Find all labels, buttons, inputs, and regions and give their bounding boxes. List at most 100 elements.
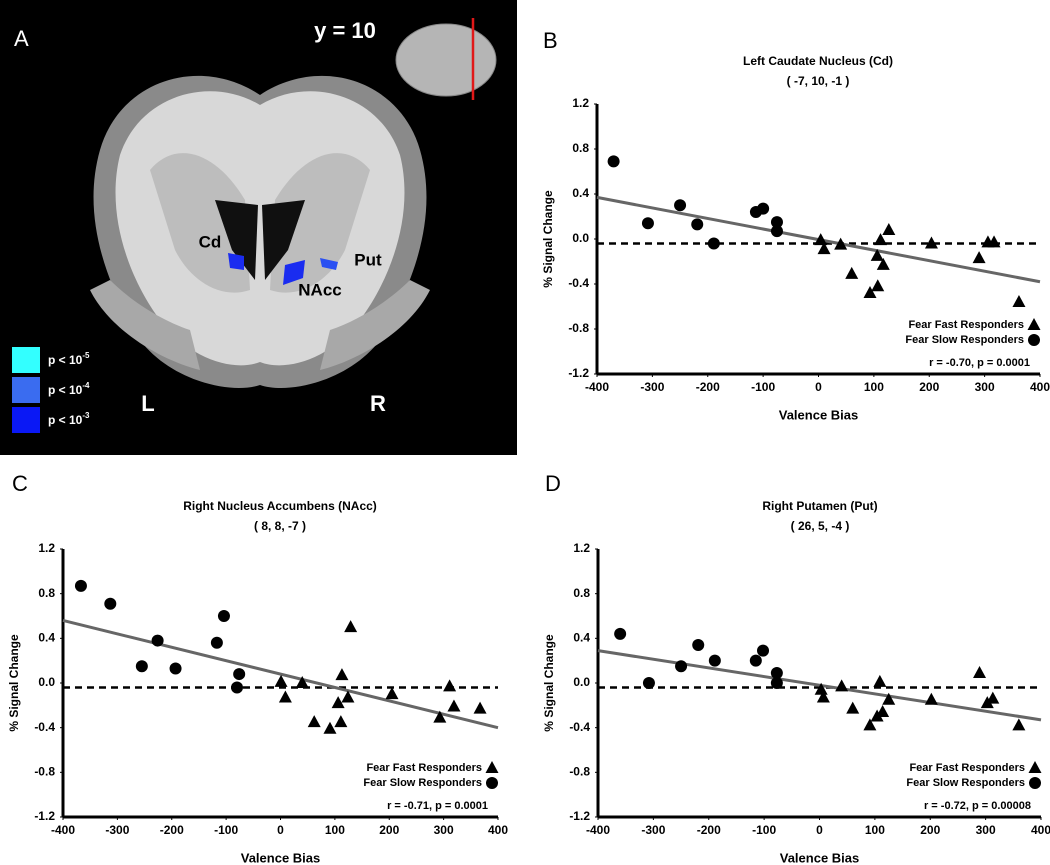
legend-marker <box>1029 777 1041 789</box>
triangle-point <box>874 233 888 246</box>
x-tick-label: 100 <box>864 380 884 394</box>
trend-line <box>62 619 499 730</box>
circle-point <box>607 155 620 168</box>
triangle-point <box>344 620 358 633</box>
threshold-base: p < 10 <box>48 383 83 397</box>
y-tick-label: 1.2 <box>573 541 590 555</box>
circle-point <box>674 199 687 212</box>
x-axis-label: Valence Bias <box>780 850 860 865</box>
x-tick-label: -400 <box>585 380 609 394</box>
x-axis-label: Valence Bias <box>241 850 321 865</box>
scatter-chart: B Left Caudate Nucleus (Cd) ( -7, 10, -1 )… <box>541 28 1050 423</box>
x-tick-label: 100 <box>325 823 345 837</box>
x-tick-label: 400 <box>1030 380 1050 394</box>
triangle-point <box>816 690 830 703</box>
x-tick-label: 300 <box>975 380 995 394</box>
y-axis-label: % Signal Change <box>542 634 556 732</box>
triangle-point <box>845 266 859 279</box>
triangle-point <box>323 721 337 734</box>
triangle-point <box>846 701 860 714</box>
threshold-exponent: -5 <box>82 351 90 360</box>
triangle-point <box>1012 295 1026 307</box>
triangle-point <box>433 710 447 723</box>
panel-label: D <box>545 471 561 496</box>
circle-point <box>757 202 770 215</box>
brain-slice <box>90 75 430 389</box>
threshold-exponent: -3 <box>82 411 90 420</box>
triangle-point <box>924 236 938 249</box>
triangle-point <box>278 690 292 703</box>
legend-marker <box>1028 761 1042 773</box>
x-tick-label: 200 <box>919 380 939 394</box>
y-tick-label: 0.8 <box>573 586 590 600</box>
circle-point <box>233 668 246 681</box>
legend-label: Fear Slow Responders <box>905 334 1024 346</box>
triangle-point <box>870 248 884 261</box>
x-tick-label: 100 <box>865 823 885 837</box>
legend-marker <box>1027 318 1041 330</box>
circle-point <box>169 662 182 675</box>
circle-point <box>770 216 783 229</box>
circle-point <box>770 225 783 238</box>
triangle-point <box>863 286 877 298</box>
x-tick-label: 400 <box>488 823 508 837</box>
legend-label: Fear Fast Responders <box>908 319 1024 331</box>
panel-a: A y = 10 Cd Put NAcc L R p < 10-5p < 10-… <box>0 0 517 455</box>
triangle-point <box>876 705 890 718</box>
region-label: Put <box>354 250 382 269</box>
triangle-point <box>986 691 1000 704</box>
y-tick-label: -0.8 <box>569 765 590 779</box>
y-tick-label: -0.4 <box>568 276 589 290</box>
triangle-point <box>341 690 355 703</box>
legend-label: Fear Fast Responders <box>366 762 482 774</box>
y-axis-label: % Signal Change <box>7 634 21 732</box>
legend-label: Fear Slow Responders <box>363 777 482 789</box>
x-tick-label: -300 <box>641 823 665 837</box>
y-tick-label: -0.8 <box>34 765 55 779</box>
annotation: r = -0.71, p = 0.0001 <box>387 800 488 812</box>
y-tick-label: -1.2 <box>569 809 590 823</box>
scatter-chart: C Right Nucleus Accumbens (NAcc) ( 8, 8, -… <box>7 471 508 865</box>
circle-point <box>641 217 654 230</box>
triangle-point <box>973 665 987 678</box>
circle-point <box>770 677 783 689</box>
x-tick-label: 300 <box>976 823 996 837</box>
annotation: r = -0.70, p = 0.0001 <box>929 357 1030 369</box>
circle-point <box>642 677 655 689</box>
y-tick-label: -0.4 <box>34 720 55 734</box>
x-tick-label: -100 <box>751 380 775 394</box>
threshold-exponent: -4 <box>82 381 90 390</box>
triangle-point <box>987 235 1001 248</box>
circle-point <box>770 666 783 679</box>
legend-marker <box>486 777 498 789</box>
circle-point <box>210 636 223 649</box>
trend-line <box>597 649 1042 722</box>
threshold-swatch <box>12 407 40 433</box>
triangle-point <box>835 679 849 692</box>
chart-title: Right Putamen (Put) <box>762 499 877 513</box>
circle-point <box>708 654 721 667</box>
x-tick-label: 200 <box>379 823 399 837</box>
circle-point <box>675 660 688 673</box>
threshold-label: p < 10-5 <box>48 351 90 367</box>
legend-label: Fear Slow Responders <box>906 777 1025 789</box>
y-tick-label: 0.4 <box>573 631 590 645</box>
x-tick-label: 0 <box>815 380 822 394</box>
triangle-point <box>385 687 399 700</box>
y-tick-label: 0.4 <box>572 186 589 200</box>
triangle-point <box>274 674 288 687</box>
triangle-point <box>473 701 487 714</box>
triangle-point <box>817 242 831 255</box>
triangle-point <box>882 692 896 705</box>
triangle-point <box>876 257 890 270</box>
y-tick-label: -0.4 <box>569 720 590 734</box>
y-tick-label: 1.2 <box>572 96 589 110</box>
y-tick-label: -1.2 <box>34 809 55 823</box>
panel-label: A <box>14 26 29 51</box>
y-tick-label: 0.0 <box>572 231 589 245</box>
brain-locator <box>395 18 497 100</box>
y-tick-label: 0.8 <box>38 586 55 600</box>
triangle-point <box>447 699 461 712</box>
circle-point <box>692 639 705 652</box>
x-tick-label: 0 <box>277 823 284 837</box>
